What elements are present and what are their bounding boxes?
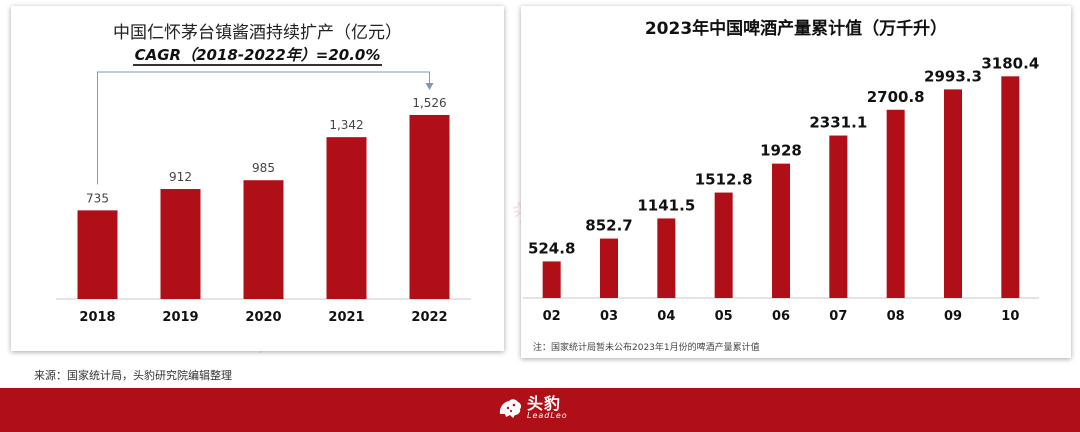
right-bar: [886, 109, 905, 298]
right-bar: [1001, 76, 1020, 298]
left-bar: [409, 114, 450, 299]
brand-name-cn: 头豹: [527, 394, 562, 413]
right-tick-label: 04: [657, 309, 675, 324]
left-value-label: 985: [252, 161, 275, 175]
left-bar: [160, 189, 201, 299]
right-value-label: 1141.5: [637, 196, 695, 214]
right-bar-chart: 524.8 02 852.7 03 1141.5 04 1512.8 05 1928 06 2331…: [523, 54, 1039, 324]
right-tick-label: 06: [772, 309, 790, 324]
cagr-arrow-line: [97, 71, 430, 185]
right-tick-label: 02: [543, 309, 561, 324]
cagr-label: CAGR（2018-2022年）=20.0%: [132, 46, 383, 66]
left-tick-label: 2022: [411, 310, 447, 325]
right-bar: [657, 218, 676, 298]
right-value-label: 2993.3: [924, 67, 982, 85]
right-bar: [944, 89, 962, 298]
right-bar: [600, 238, 618, 298]
left-value-label: 1,342: [329, 118, 363, 132]
left-tick-label: 2021: [328, 310, 364, 325]
right-value-label: 2331.1: [809, 114, 867, 132]
right-bar: [542, 261, 561, 298]
leopard-icon: [499, 399, 522, 418]
source-text: 来源：国家统计局，头豹研究院编辑整理: [34, 369, 232, 382]
left-tick-label: 2018: [79, 310, 115, 325]
right-bar: [714, 192, 733, 298]
right-value-label: 524.8: [528, 239, 575, 257]
left-bar-chart: 735 2018 912 2019 985 2020 1,342 2021 1,526 2022: [56, 71, 471, 325]
cagr-arrow-head: [425, 82, 434, 90]
right-value-label: 852.7: [585, 217, 632, 235]
right-bar: [829, 135, 848, 298]
left-tick-label: 2019: [162, 310, 198, 325]
left-chart-title: 中国仁怀茅台镇酱酒持续扩产（亿元）: [113, 23, 402, 43]
right-tick-label: 05: [715, 309, 733, 324]
left-bar: [243, 180, 284, 299]
cagr-annotation: CAGR（2018-2022年）=20.0%: [11, 44, 504, 66]
left-bar: [77, 210, 118, 299]
brand-logo: 头豹 LeadLeo: [497, 396, 568, 420]
right-bar: [772, 163, 790, 298]
left-value-label: 1,526: [412, 96, 446, 110]
footer-bar: [0, 388, 1080, 432]
right-value-label: 1512.8: [695, 171, 753, 189]
right-chart-panel: 2023年中国啤酒产量累计值（万千升） 524.8 02 852.7 03 1141.5…: [521, 6, 1071, 358]
right-value-label: 3180.4: [981, 54, 1039, 72]
left-value-label: 912: [169, 170, 192, 184]
right-tick-label: 03: [600, 309, 618, 324]
left-tick-label: 2020: [245, 310, 281, 325]
right-tick-label: 09: [944, 309, 962, 324]
right-tick-label: 07: [829, 309, 847, 324]
right-value-label: 1928: [760, 142, 802, 160]
right-chart-note: 注：国家统计局暂未公布2023年1月份的啤酒产量累计值: [533, 343, 760, 353]
brand-name-en: LeadLeo: [527, 411, 568, 420]
right-value-label: 2700.8: [867, 88, 925, 106]
left-chart-panel: 中国仁怀茅台镇酱酒持续扩产（亿元） CAGR（2018-2022年）=20.0%…: [11, 6, 504, 351]
right-chart-title: 2023年中国啤酒产量累计值（万千升）: [644, 19, 948, 39]
right-tick-label: 10: [1001, 309, 1019, 324]
right-tick-label: 08: [887, 309, 905, 324]
left-bar: [326, 137, 367, 299]
left-value-label: 735: [86, 191, 109, 205]
